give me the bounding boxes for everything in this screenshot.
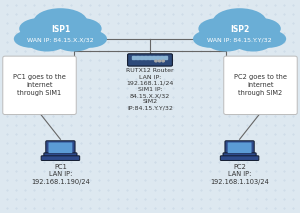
FancyBboxPatch shape bbox=[225, 141, 254, 155]
Ellipse shape bbox=[213, 8, 266, 35]
Text: WAN IP: 84.15.Y.Y/32: WAN IP: 84.15.Y.Y/32 bbox=[207, 37, 272, 42]
Ellipse shape bbox=[238, 18, 281, 39]
Ellipse shape bbox=[54, 32, 94, 52]
FancyBboxPatch shape bbox=[128, 54, 172, 66]
FancyBboxPatch shape bbox=[44, 153, 77, 157]
Bar bbox=[160, 56, 163, 59]
Ellipse shape bbox=[216, 24, 263, 47]
Ellipse shape bbox=[71, 30, 107, 48]
Text: PC1 goes to the
internet
through SIM1: PC1 goes to the internet through SIM1 bbox=[13, 74, 66, 96]
FancyBboxPatch shape bbox=[3, 56, 76, 115]
Text: WAN IP: 84.15.X.X/32: WAN IP: 84.15.X.X/32 bbox=[27, 37, 94, 42]
Bar bbox=[164, 56, 166, 59]
Text: PC1
LAN IP:
192.168.1.190/24: PC1 LAN IP: 192.168.1.190/24 bbox=[31, 164, 90, 185]
Text: RUTX12 Router
LAN IP:
192.168.1.1/24
SIM1 IP:
84.15.X.X/32
SIM2
IP:84.15.Y.Y/32: RUTX12 Router LAN IP: 192.168.1.1/24 SIM… bbox=[126, 68, 174, 111]
Bar bbox=[140, 56, 142, 59]
Bar bbox=[156, 56, 159, 59]
Bar bbox=[152, 56, 154, 59]
Bar bbox=[144, 56, 147, 59]
Circle shape bbox=[162, 60, 164, 62]
Ellipse shape bbox=[58, 18, 102, 39]
FancyBboxPatch shape bbox=[220, 156, 259, 160]
Ellipse shape bbox=[34, 8, 87, 35]
Ellipse shape bbox=[37, 24, 84, 47]
Ellipse shape bbox=[250, 30, 286, 48]
Text: PC2
LAN IP:
192.168.1.103/24: PC2 LAN IP: 192.168.1.103/24 bbox=[210, 164, 269, 185]
Ellipse shape bbox=[14, 30, 50, 48]
Circle shape bbox=[158, 60, 161, 62]
FancyBboxPatch shape bbox=[46, 141, 75, 155]
Bar bbox=[148, 56, 151, 59]
Bar bbox=[136, 56, 139, 59]
Ellipse shape bbox=[193, 30, 229, 48]
Text: ISP2: ISP2 bbox=[230, 25, 249, 34]
Bar bbox=[132, 56, 135, 59]
Ellipse shape bbox=[198, 18, 242, 39]
Text: PC2 goes to the
internet
through SIM2: PC2 goes to the internet through SIM2 bbox=[234, 74, 287, 96]
Ellipse shape bbox=[27, 32, 67, 52]
FancyBboxPatch shape bbox=[41, 156, 80, 160]
FancyBboxPatch shape bbox=[223, 153, 256, 157]
FancyBboxPatch shape bbox=[228, 142, 251, 153]
FancyBboxPatch shape bbox=[224, 56, 297, 115]
Ellipse shape bbox=[233, 32, 273, 52]
Circle shape bbox=[155, 60, 157, 62]
FancyBboxPatch shape bbox=[206, 37, 274, 47]
Ellipse shape bbox=[206, 32, 246, 52]
FancyBboxPatch shape bbox=[26, 37, 94, 47]
Ellipse shape bbox=[19, 18, 62, 39]
Text: ISP1: ISP1 bbox=[51, 25, 70, 34]
FancyBboxPatch shape bbox=[49, 142, 72, 153]
